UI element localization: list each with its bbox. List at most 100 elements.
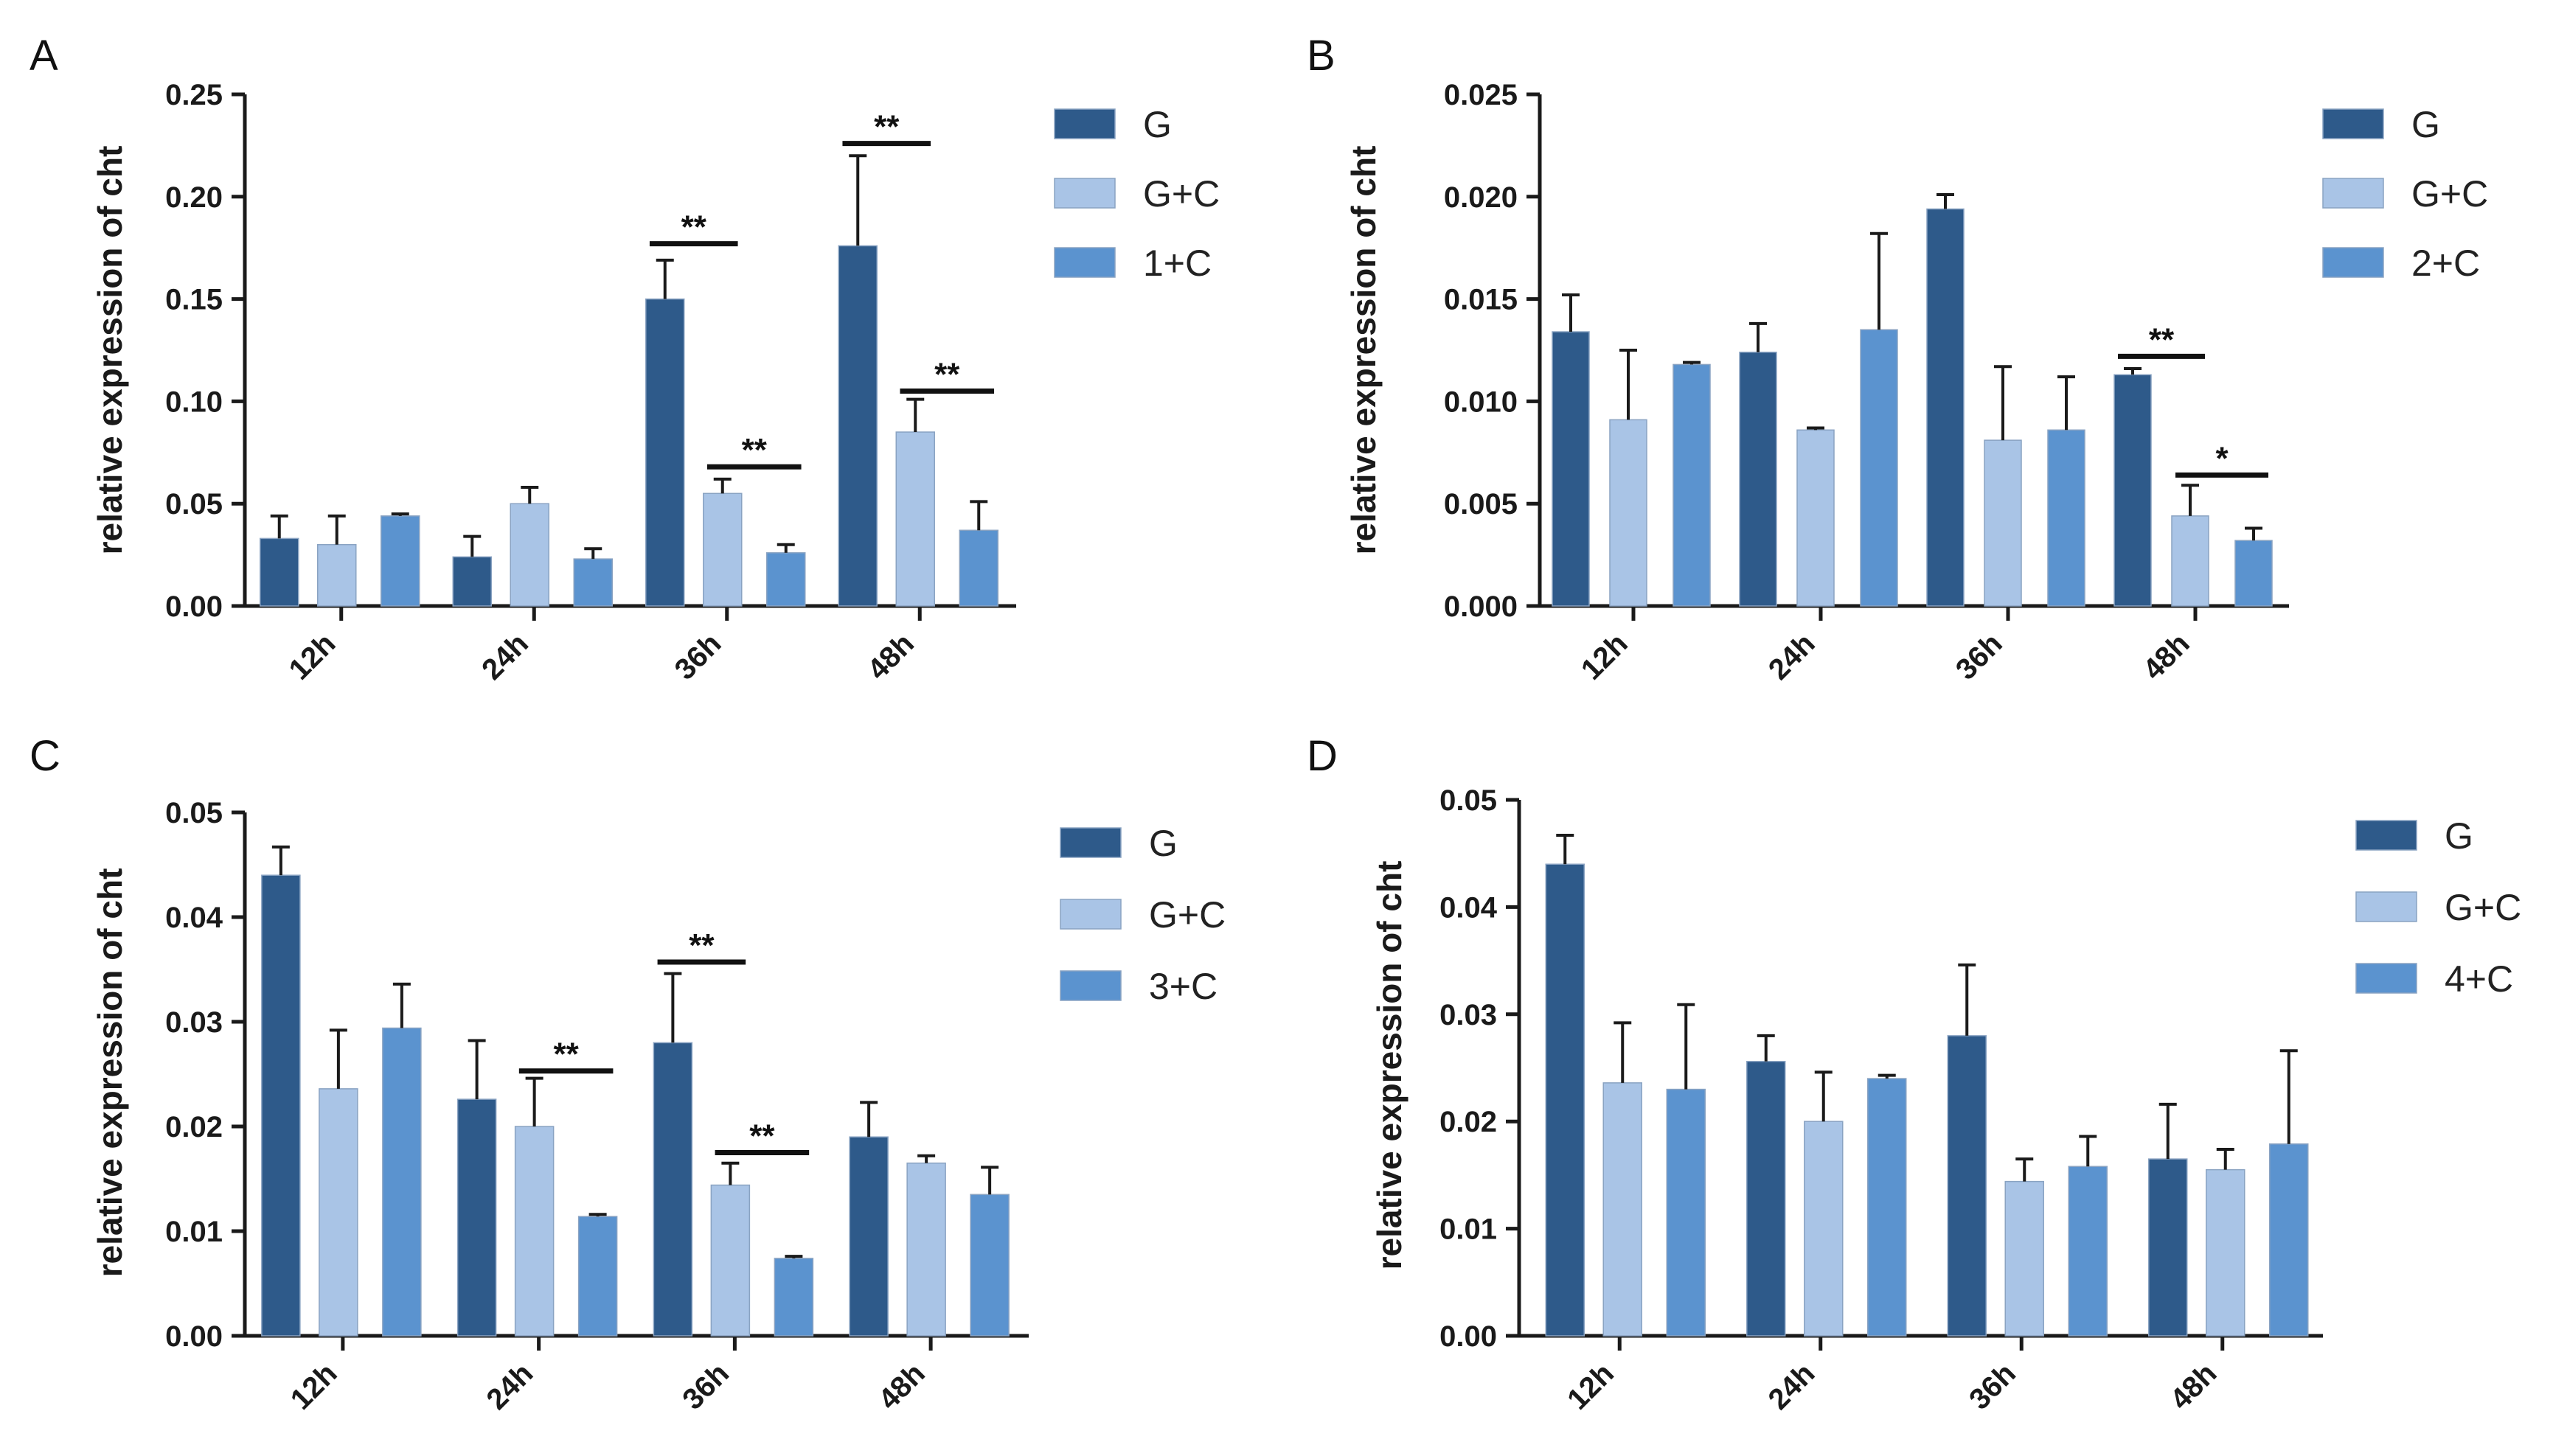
x-tick-label: 24h <box>1762 1357 1821 1416</box>
y-tick-label: 0.05 <box>1439 784 1497 817</box>
bar <box>456 1098 497 1337</box>
y-axis-label: relative expression of cht <box>1370 861 1409 1270</box>
legend-label: G+C <box>2411 173 2488 215</box>
bar <box>382 1027 422 1337</box>
bar <box>1947 1035 1987 1337</box>
bar <box>1926 208 1965 607</box>
bar <box>452 556 492 607</box>
y-tick-label: 0.00 <box>165 591 223 623</box>
legend-label: G <box>1149 823 1178 864</box>
legend-swatch <box>2355 820 2417 851</box>
bar <box>2047 429 2085 607</box>
x-tick-label: 36h <box>669 627 728 686</box>
y-tick-label: 0.015 <box>1444 284 1518 316</box>
bar <box>1796 429 1835 607</box>
significance-label: ** <box>742 432 768 468</box>
bar <box>2269 1143 2309 1337</box>
bar <box>2148 1158 2188 1337</box>
significance-label: * <box>2215 440 2229 476</box>
significance-label: ** <box>2149 321 2175 358</box>
y-tick-label: 0.10 <box>165 386 223 418</box>
x-tick-label: 36h <box>676 1357 735 1416</box>
x-tick-label: 12h <box>1575 627 1634 686</box>
legend-label: 3+C <box>1149 966 1218 1007</box>
bar <box>970 1194 1010 1337</box>
bar <box>261 874 301 1337</box>
legend-label: G <box>2445 815 2473 857</box>
legend-swatch <box>2355 963 2417 994</box>
y-tick-label: 0.03 <box>165 1006 223 1039</box>
bar <box>319 1088 358 1337</box>
y-tick-label: 0.000 <box>1444 591 1518 623</box>
bar <box>2171 515 2209 607</box>
bar <box>317 543 357 607</box>
bar <box>2113 374 2152 607</box>
bar <box>653 1042 693 1337</box>
bar <box>774 1258 814 1337</box>
significance-label: ** <box>874 109 900 145</box>
y-tick-label: 0.20 <box>165 181 223 214</box>
legend-label: G <box>2411 104 2440 145</box>
x-tick-label: 36h <box>1963 1357 2022 1416</box>
legend-swatch <box>1060 827 1122 858</box>
bar <box>645 298 685 607</box>
significance-label: ** <box>934 357 960 393</box>
bar <box>703 492 743 607</box>
bar <box>710 1184 751 1337</box>
bar <box>1746 1061 1786 1337</box>
bar <box>2004 1180 2044 1337</box>
y-axis-label: relative expression of cht <box>91 868 129 1278</box>
y-tick-label: 0.25 <box>165 79 223 111</box>
bar <box>1867 1078 1907 1337</box>
x-tick-label: 24h <box>481 1357 540 1416</box>
bar <box>1602 1082 1642 1337</box>
y-tick-label: 0.04 <box>1439 891 1498 924</box>
y-tick-label: 0.05 <box>165 488 223 520</box>
y-tick-label: 0.02 <box>1439 1106 1497 1138</box>
x-tick-label: 48h <box>861 627 920 686</box>
bar <box>260 537 299 607</box>
bar <box>1739 352 1777 607</box>
legend-swatch <box>1060 970 1122 1001</box>
legend-label: G+C <box>2445 887 2521 928</box>
significance-label: ** <box>554 1037 580 1073</box>
panel-label: A <box>29 32 58 80</box>
legend-swatch <box>1054 108 1116 139</box>
y-tick-label: 0.03 <box>1439 999 1497 1031</box>
legend-label: 4+C <box>2445 958 2513 1000</box>
y-axis-label: relative expression of cht <box>1344 146 1383 555</box>
legend-swatch <box>2355 891 2417 922</box>
panel-label: D <box>1307 732 1338 780</box>
significance-label: ** <box>689 927 715 964</box>
y-tick-label: 0.010 <box>1444 386 1518 418</box>
y-tick-label: 0.020 <box>1444 181 1518 214</box>
bar <box>1860 329 1898 607</box>
y-tick-label: 0.05 <box>165 797 223 829</box>
y-axis-label: relative expression of cht <box>91 146 129 555</box>
x-tick-label: 48h <box>2164 1357 2223 1416</box>
bar <box>577 1216 618 1337</box>
bar <box>2068 1166 2108 1337</box>
legend-swatch <box>2322 108 2384 139</box>
bar <box>849 1136 889 1337</box>
bar <box>510 503 549 607</box>
bar <box>1804 1121 1844 1337</box>
bar <box>838 245 878 607</box>
legend-swatch <box>1054 178 1116 209</box>
x-tick-label: 24h <box>476 627 535 686</box>
legend-swatch <box>2322 247 2384 278</box>
x-tick-label: 12h <box>285 1357 344 1416</box>
y-tick-label: 0.00 <box>165 1320 223 1353</box>
bar <box>1609 419 1647 607</box>
y-tick-label: 0.01 <box>165 1216 223 1248</box>
legend-swatch <box>2322 178 2384 209</box>
x-tick-label: 12h <box>1561 1357 1620 1416</box>
bar <box>514 1126 555 1337</box>
y-tick-label: 0.00 <box>1439 1320 1497 1353</box>
significance-label: ** <box>681 209 707 245</box>
x-tick-label: 12h <box>283 627 342 686</box>
